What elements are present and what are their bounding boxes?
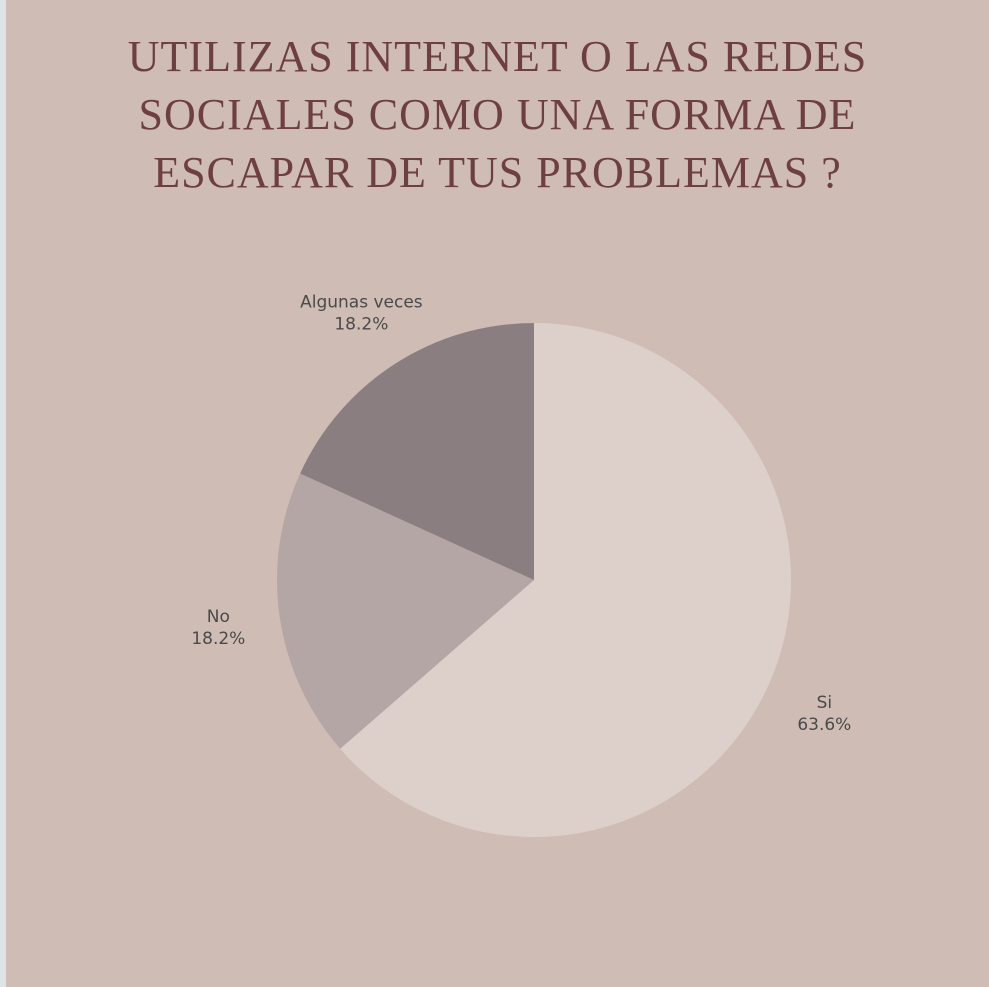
chart-title: UTILIZAS INTERNET O LAS REDES SOCIALES C… xyxy=(6,28,989,202)
slice-label-no: No 18.2% xyxy=(191,607,245,649)
chart-title-line-3: ESCAPAR DE TUS PROBLEMAS ? xyxy=(153,148,842,197)
chart-title-line-1: UTILIZAS INTERNET O LAS REDES xyxy=(127,32,868,81)
slice-label-value: 18.2% xyxy=(191,629,245,649)
chart-canvas: UTILIZAS INTERNET O LAS REDES SOCIALES C… xyxy=(6,0,989,987)
slice-label-si: Si 63.6% xyxy=(797,693,851,735)
pie-slice-si xyxy=(340,323,792,838)
slice-label-value: 18.2% xyxy=(334,315,388,335)
slice-label-name: No xyxy=(207,607,230,627)
chart-title-line-2: SOCIALES COMO UNA FORMA DE xyxy=(138,90,857,139)
slice-label-value: 63.6% xyxy=(797,715,851,735)
slice-label-algunas-veces: Algunas veces 18.2% xyxy=(300,293,423,335)
pie-chart: Si 63.6%No 18.2%Algunas veces 18.2% xyxy=(191,293,851,838)
slice-label-name: Algunas veces xyxy=(300,293,423,313)
pie-slice-no xyxy=(276,473,534,749)
pie-slice-algunas-veces xyxy=(300,323,534,580)
slice-label-name: Si xyxy=(817,693,833,713)
